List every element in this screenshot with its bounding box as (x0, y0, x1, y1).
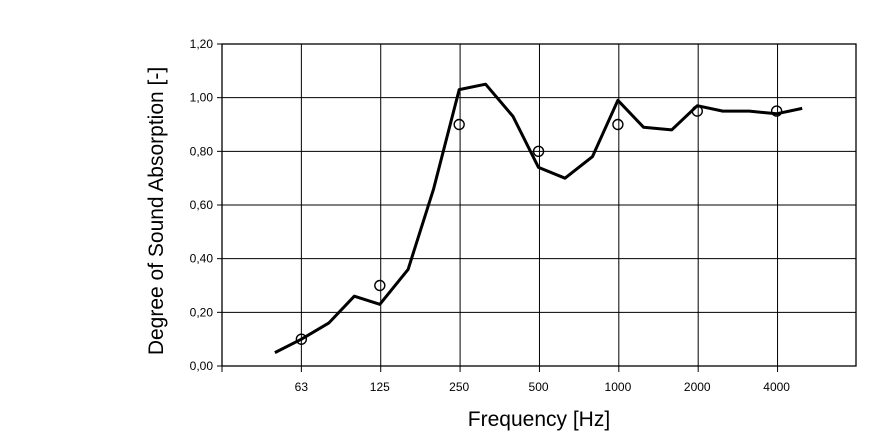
y-tick-label: 0,20 (190, 305, 214, 319)
data-point-marker (612, 118, 624, 131)
y-axis-ticks: 0,00 0,20 0,40 0,60 0,80 1,00 1,20 (190, 37, 222, 373)
x-axis-ticks: 63 125 250 500 1000 2000 4000 (221, 366, 790, 394)
x-tick-label: 63 (295, 380, 309, 394)
y-tick-label: 0,80 (190, 144, 214, 158)
x-tick-label: 4000 (763, 380, 790, 394)
x-axis-title: Frequency [Hz] (468, 408, 610, 431)
grid (221, 43, 856, 367)
series-line (274, 82, 803, 354)
y-tick-label: 0,00 (190, 359, 214, 373)
x-tick-label: 500 (529, 380, 549, 394)
x-tick-label: 125 (370, 380, 390, 394)
y-tick-label: 0,60 (190, 198, 214, 212)
data-point-marker (691, 105, 703, 117)
x-tick-label: 1000 (605, 380, 632, 394)
series (274, 82, 803, 354)
y-tick-label: 1,20 (190, 37, 214, 51)
data-point-marker (374, 279, 386, 292)
data-point-marker (453, 118, 465, 131)
data-point-marker (532, 145, 545, 158)
y-tick-label: 1,00 (190, 91, 214, 105)
x-tick-label: 250 (449, 380, 469, 394)
x-tick-label: 2000 (684, 380, 711, 394)
y-axis-title: Degree of Sound Absorption [-] (145, 67, 168, 355)
data-point-marker (770, 105, 783, 117)
data-point-marker (295, 333, 308, 345)
y-tick-label: 0,40 (190, 252, 214, 266)
